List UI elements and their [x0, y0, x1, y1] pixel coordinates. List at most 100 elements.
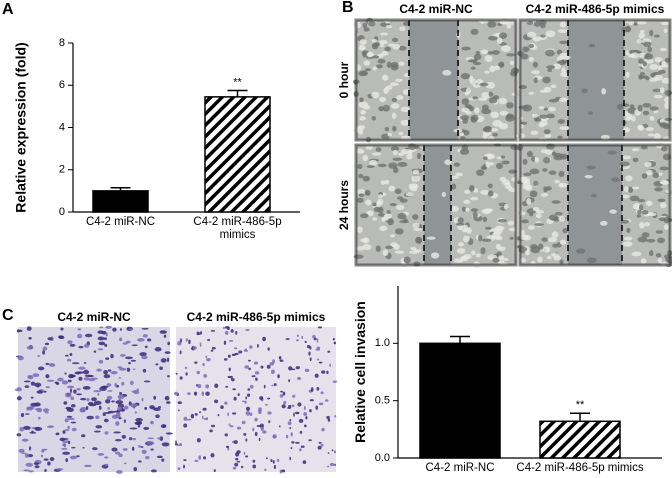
stained-cell	[269, 362, 274, 366]
cell	[368, 20, 376, 27]
cell	[405, 192, 414, 197]
cell	[358, 70, 367, 77]
cell	[600, 220, 608, 226]
cell	[543, 129, 551, 135]
stained-cell	[317, 326, 323, 329]
cell	[659, 166, 669, 171]
cell	[473, 187, 479, 193]
cell	[531, 113, 539, 118]
cell	[523, 172, 532, 177]
stained-cell	[132, 437, 136, 441]
cell	[530, 130, 539, 136]
stained-cell	[210, 453, 215, 458]
stained-cell	[71, 362, 80, 365]
stained-cell	[241, 400, 245, 403]
cell	[657, 237, 665, 244]
cell	[522, 158, 528, 165]
stained-cell	[297, 402, 302, 407]
row-header: 24 hours	[337, 180, 351, 230]
stained-cell	[316, 346, 321, 349]
stained-cell	[128, 361, 131, 365]
stained-cell	[312, 335, 316, 339]
cell	[640, 258, 647, 264]
stained-cell	[316, 358, 320, 361]
cell	[542, 76, 551, 84]
stained-cell	[225, 445, 230, 449]
stained-cell	[150, 420, 154, 425]
stained-cell	[131, 446, 135, 451]
stained-cell	[304, 424, 307, 428]
cell	[532, 36, 542, 42]
x-tick-label-box: C4-2 miR-NC	[86, 216, 155, 228]
stained-cell	[255, 377, 258, 381]
stained-cell	[267, 397, 271, 400]
stained-cell	[281, 469, 286, 473]
cell	[395, 228, 404, 235]
cell	[363, 60, 371, 66]
cell	[524, 250, 530, 256]
cell	[540, 149, 548, 154]
stained-cell	[128, 328, 134, 331]
stained-cell	[237, 393, 240, 397]
cell	[488, 97, 498, 104]
stained-cell	[177, 444, 183, 446]
cell	[412, 222, 420, 229]
cell	[657, 257, 663, 264]
stained-cell	[104, 343, 108, 347]
stained-cell	[304, 368, 310, 372]
cell	[499, 176, 507, 182]
stained-cell	[245, 411, 251, 416]
y-axis-label: Relative cell invasion	[352, 301, 368, 443]
cell	[644, 161, 652, 167]
stained-cell	[210, 424, 216, 428]
cell	[625, 71, 630, 78]
stained-cell	[167, 341, 170, 346]
stained-cell	[235, 330, 238, 335]
cell	[397, 212, 407, 220]
cell	[481, 208, 491, 215]
stained-cell	[45, 386, 50, 389]
cell	[559, 97, 568, 102]
stained-cell	[62, 430, 66, 434]
stained-cell	[165, 432, 173, 435]
cell	[357, 163, 363, 170]
stained-cell	[161, 442, 170, 447]
stained-cell	[279, 469, 282, 474]
stained-cell	[231, 378, 235, 382]
micrograph	[515, 142, 672, 267]
stained-cell	[290, 446, 293, 450]
stained-cell	[60, 327, 64, 331]
cell	[470, 250, 476, 256]
cell	[645, 127, 654, 132]
cell	[522, 46, 530, 53]
stained-cell	[97, 452, 105, 456]
vignette	[354, 143, 518, 267]
cell	[619, 161, 630, 167]
cell	[628, 186, 634, 193]
cell	[410, 246, 417, 251]
stained-cell	[104, 431, 109, 435]
stained-cell	[160, 358, 167, 363]
cell	[378, 39, 388, 45]
wound-gap	[409, 20, 458, 140]
cell	[526, 198, 532, 205]
cell	[649, 63, 659, 71]
stained-cell	[266, 364, 271, 369]
stained-cell	[315, 405, 318, 410]
stained-cell	[232, 466, 237, 470]
cell	[444, 159, 452, 165]
cell	[387, 218, 394, 226]
cell	[382, 249, 389, 257]
cell	[470, 114, 479, 122]
stained-cell	[134, 421, 142, 426]
vignette	[354, 18, 518, 142]
cell	[584, 175, 593, 179]
stained-cell	[114, 439, 122, 442]
stained-cell	[77, 333, 83, 339]
cell	[501, 160, 510, 165]
stained-cell	[295, 411, 300, 415]
stained-cell	[147, 437, 155, 440]
stained-cell	[236, 426, 242, 430]
stained-cell	[28, 446, 32, 451]
cell	[487, 51, 494, 55]
